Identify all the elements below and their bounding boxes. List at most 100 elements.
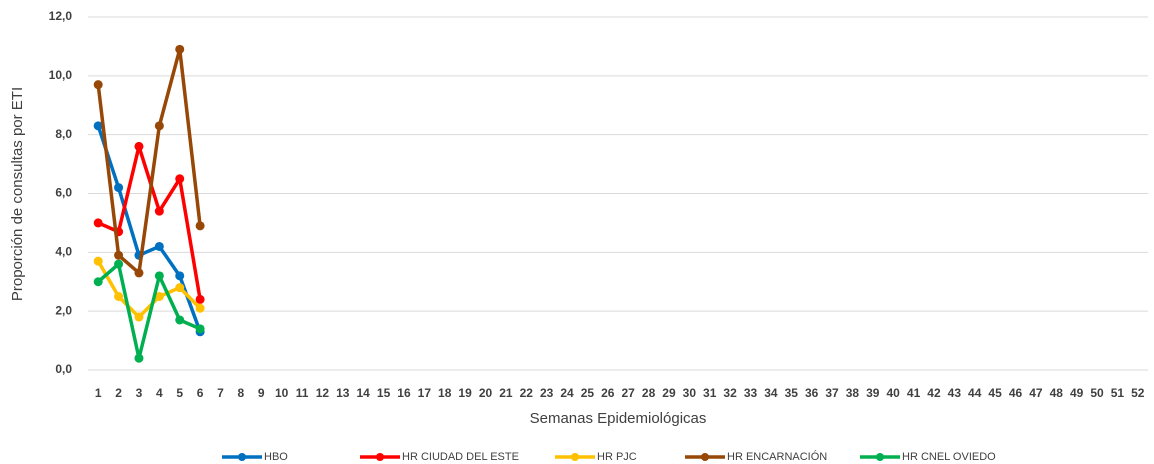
data-point [134, 141, 144, 151]
data-point [195, 294, 205, 304]
data-point [93, 218, 103, 228]
x-tick-label: 43 [948, 386, 962, 400]
y-tick-label: 2,0 [55, 303, 72, 317]
legend-marker [571, 453, 579, 461]
x-tick-label: 32 [723, 386, 737, 400]
x-tick-label: 40 [887, 386, 901, 400]
x-tick-label: 21 [499, 386, 513, 400]
x-tick-label: 26 [601, 386, 615, 400]
data-point [114, 291, 124, 301]
data-point [93, 256, 103, 266]
data-point [134, 312, 144, 322]
x-tick-label: 30 [683, 386, 697, 400]
x-tick-label: 5 [176, 386, 183, 400]
x-tick-label: 1 [95, 386, 102, 400]
data-point [175, 44, 185, 54]
x-tick-label: 34 [764, 386, 778, 400]
x-tick-label: 10 [275, 386, 289, 400]
x-tick-label: 13 [336, 386, 350, 400]
x-tick-label: 42 [927, 386, 941, 400]
y-tick-label: 4,0 [55, 245, 72, 259]
x-tick-label: 28 [642, 386, 656, 400]
x-tick-label: 37 [825, 386, 839, 400]
x-tick-label: 36 [805, 386, 819, 400]
x-tick-label: 14 [357, 386, 371, 400]
x-tick-label: 22 [520, 386, 534, 400]
x-tick-label: 48 [1050, 386, 1064, 400]
x-tick-label: 3 [136, 386, 143, 400]
x-tick-label: 49 [1070, 386, 1084, 400]
legend-marker [876, 453, 884, 461]
x-tick-label: 8 [238, 386, 245, 400]
x-tick-label: 24 [560, 386, 574, 400]
x-tick-label: 2 [115, 386, 122, 400]
x-tick-label: 44 [968, 386, 982, 400]
x-tick-label: 11 [296, 386, 309, 400]
data-point [154, 241, 164, 251]
x-axis-title: Semanas Epidemiológicas [530, 410, 707, 427]
x-tick-label: 16 [397, 386, 411, 400]
data-point [134, 268, 144, 278]
data-point [134, 353, 144, 363]
data-point [93, 277, 103, 287]
data-point [93, 121, 103, 131]
y-tick-label: 0,0 [55, 362, 72, 376]
x-tick-label: 18 [438, 386, 452, 400]
data-point [195, 324, 205, 334]
legend-marker [376, 453, 384, 461]
y-tick-label: 6,0 [55, 186, 72, 200]
x-tick-label: 50 [1090, 386, 1104, 400]
x-tick-label: 12 [316, 386, 330, 400]
data-point [175, 174, 185, 184]
x-tick-label: 23 [540, 386, 554, 400]
legend-label: HR ENCARNACIÓN [727, 450, 827, 463]
x-tick-label: 52 [1131, 386, 1145, 400]
data-point [175, 271, 185, 281]
x-tick-label: 7 [217, 386, 224, 400]
data-point [93, 80, 103, 90]
x-tick-label: 29 [662, 386, 676, 400]
data-point [114, 250, 124, 260]
x-tick-label: 41 [907, 386, 921, 400]
series-line [96, 260, 202, 319]
x-tick-label: 51 [1111, 386, 1125, 400]
x-tick-label: 46 [1009, 386, 1023, 400]
x-tick-label: 6 [197, 386, 204, 400]
y-tick-label: 8,0 [55, 127, 72, 141]
x-tick-label: 20 [479, 386, 493, 400]
data-point [175, 315, 185, 325]
legend-marker [701, 453, 709, 461]
data-point [154, 206, 164, 216]
legend-label: HBO [264, 451, 288, 463]
x-tick-label: 33 [744, 386, 758, 400]
legend-label: HR PJC [597, 451, 637, 463]
x-tick-label: 15 [377, 386, 391, 400]
series-line [96, 47, 202, 275]
x-tick-label: 47 [1029, 386, 1043, 400]
x-tick-label: 45 [988, 386, 1002, 400]
x-tick-label: 27 [622, 386, 636, 400]
x-tick-label: 9 [258, 386, 265, 400]
y-tick-label: 10,0 [49, 68, 73, 82]
x-tick-label: 17 [418, 386, 432, 400]
data-point [195, 221, 205, 231]
data-point [154, 121, 164, 131]
data-point [154, 291, 164, 301]
x-tick-label: 4 [156, 386, 163, 400]
y-tick-label: 12,0 [49, 9, 73, 23]
data-point [114, 183, 124, 193]
legend-marker [238, 453, 246, 461]
data-point [195, 303, 205, 313]
x-tick-label: 39 [866, 386, 880, 400]
x-tick-label: 38 [846, 386, 860, 400]
x-tick-label: 31 [703, 386, 717, 400]
data-point [114, 259, 124, 269]
x-tick-label: 19 [458, 386, 472, 400]
data-point [175, 283, 185, 293]
legend-label: HR CNEL OVIEDO [902, 451, 996, 463]
y-axis-title: Proporción de consultas por ETI [9, 87, 26, 301]
legend-label: HR CIUDAD DEL ESTE [402, 451, 519, 463]
x-tick-label: 35 [785, 386, 799, 400]
x-tick-label: 25 [581, 386, 595, 400]
